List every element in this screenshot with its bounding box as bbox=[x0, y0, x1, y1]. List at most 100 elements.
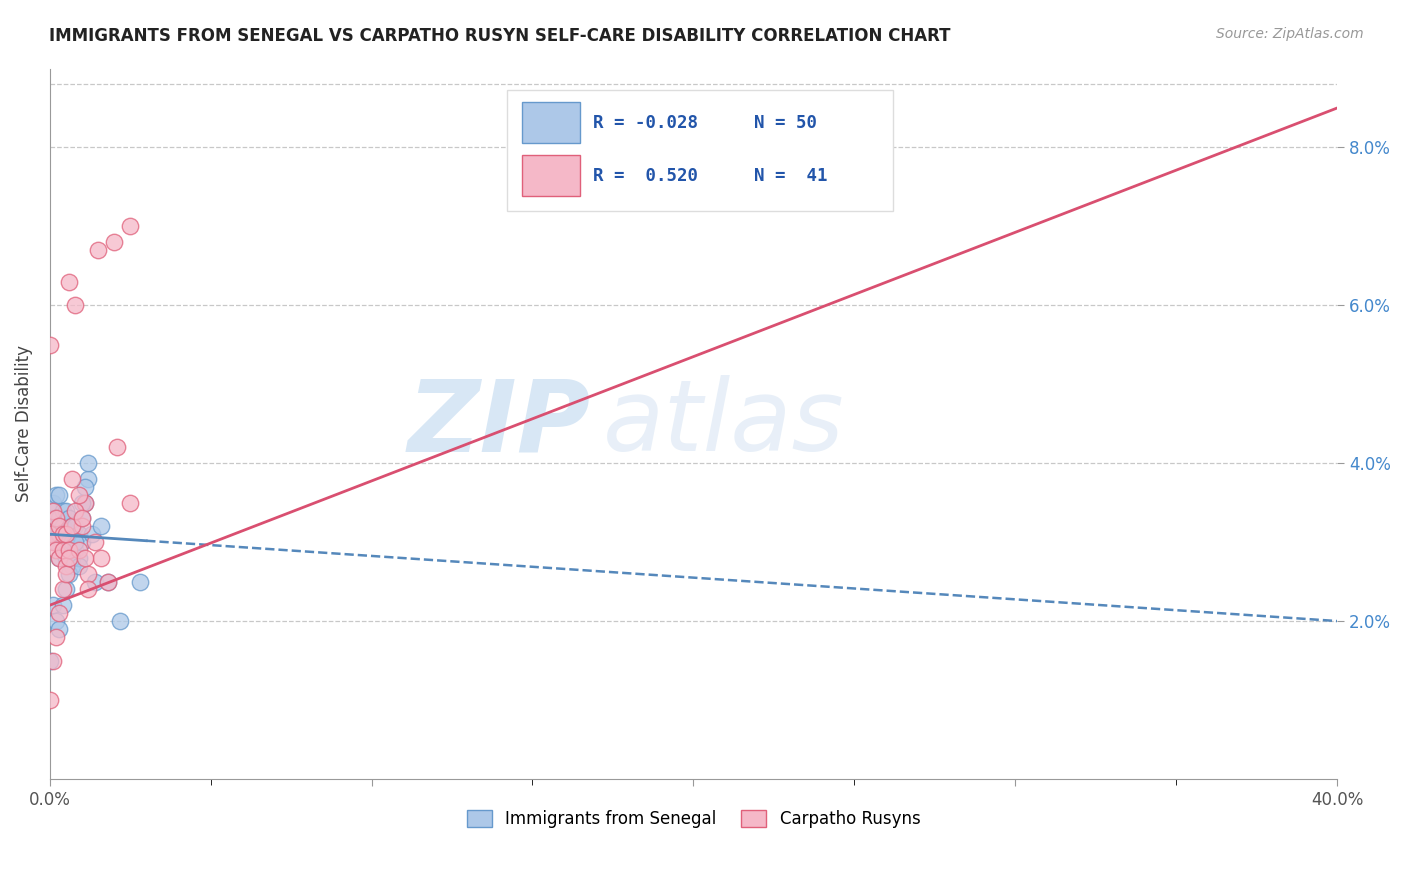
Point bbox=[45, 630, 67, 644]
Point bbox=[51, 527, 73, 541]
Point bbox=[77, 566, 100, 581]
Point bbox=[48, 519, 70, 533]
Point bbox=[60, 535, 83, 549]
Point bbox=[48, 550, 70, 565]
Point bbox=[110, 614, 132, 628]
Point bbox=[48, 488, 70, 502]
Point bbox=[70, 511, 93, 525]
Point bbox=[42, 599, 65, 613]
Point bbox=[55, 503, 77, 517]
Point bbox=[55, 550, 77, 565]
Point bbox=[38, 519, 60, 533]
Point bbox=[60, 519, 83, 533]
Point bbox=[67, 488, 90, 502]
Point bbox=[58, 275, 80, 289]
Point bbox=[70, 535, 93, 549]
Point bbox=[51, 519, 73, 533]
Point bbox=[58, 566, 80, 581]
Point bbox=[51, 599, 73, 613]
Text: N = 50: N = 50 bbox=[754, 113, 817, 131]
Point bbox=[48, 511, 70, 525]
Point bbox=[90, 550, 112, 565]
Text: IMMIGRANTS FROM SENEGAL VS CARPATHO RUSYN SELF-CARE DISABILITY CORRELATION CHART: IMMIGRANTS FROM SENEGAL VS CARPATHO RUSY… bbox=[49, 27, 950, 45]
Point bbox=[75, 496, 97, 510]
Point bbox=[58, 511, 80, 525]
Point bbox=[42, 527, 65, 541]
Point bbox=[48, 606, 70, 620]
Text: Source: ZipAtlas.com: Source: ZipAtlas.com bbox=[1216, 27, 1364, 41]
Point bbox=[67, 527, 90, 541]
Point bbox=[45, 543, 67, 558]
Point bbox=[77, 472, 100, 486]
Text: ZIP: ZIP bbox=[408, 376, 591, 472]
Point bbox=[51, 543, 73, 558]
Point bbox=[97, 574, 120, 589]
Text: N =  41: N = 41 bbox=[754, 167, 828, 185]
Point bbox=[55, 558, 77, 573]
Point bbox=[51, 543, 73, 558]
Point bbox=[70, 511, 93, 525]
Point bbox=[42, 496, 65, 510]
Point bbox=[75, 480, 97, 494]
Point bbox=[42, 535, 65, 549]
Point bbox=[42, 653, 65, 667]
Point bbox=[65, 535, 87, 549]
Point bbox=[45, 614, 67, 628]
Point bbox=[75, 550, 97, 565]
Point bbox=[90, 519, 112, 533]
Point bbox=[55, 566, 77, 581]
Point bbox=[45, 535, 67, 549]
Point bbox=[75, 496, 97, 510]
Y-axis label: Self-Care Disability: Self-Care Disability bbox=[15, 345, 32, 502]
Point bbox=[38, 503, 60, 517]
Point bbox=[105, 441, 128, 455]
Point bbox=[70, 496, 93, 510]
Point bbox=[58, 550, 80, 565]
Point bbox=[60, 558, 83, 573]
Point bbox=[48, 622, 70, 636]
Point bbox=[87, 243, 110, 257]
Point bbox=[55, 527, 77, 541]
Point bbox=[83, 535, 105, 549]
Point bbox=[70, 519, 93, 533]
Point bbox=[60, 519, 83, 533]
Point bbox=[67, 558, 90, 573]
Point bbox=[45, 488, 67, 502]
Point bbox=[80, 527, 103, 541]
Text: atlas: atlas bbox=[603, 376, 845, 472]
Legend: Immigrants from Senegal, Carpatho Rusyns: Immigrants from Senegal, Carpatho Rusyns bbox=[460, 803, 927, 835]
Point bbox=[65, 543, 87, 558]
Point bbox=[48, 527, 70, 541]
Point bbox=[51, 582, 73, 597]
Point bbox=[55, 582, 77, 597]
Point bbox=[77, 456, 100, 470]
FancyBboxPatch shape bbox=[506, 90, 893, 211]
Point bbox=[38, 527, 60, 541]
Point bbox=[83, 574, 105, 589]
Point bbox=[42, 511, 65, 525]
FancyBboxPatch shape bbox=[522, 155, 581, 196]
Point bbox=[97, 574, 120, 589]
Point bbox=[58, 543, 80, 558]
Point bbox=[65, 519, 87, 533]
Point bbox=[120, 219, 142, 234]
Point bbox=[51, 503, 73, 517]
Point bbox=[60, 550, 83, 565]
Point bbox=[58, 535, 80, 549]
Point bbox=[65, 298, 87, 312]
Point bbox=[103, 235, 125, 249]
Point bbox=[45, 511, 67, 525]
Text: R = -0.028: R = -0.028 bbox=[593, 113, 697, 131]
Point bbox=[67, 550, 90, 565]
Text: R =  0.520: R = 0.520 bbox=[593, 167, 697, 185]
Point bbox=[42, 503, 65, 517]
Point bbox=[67, 543, 90, 558]
Point bbox=[65, 503, 87, 517]
Point bbox=[45, 511, 67, 525]
Point bbox=[38, 693, 60, 707]
FancyBboxPatch shape bbox=[522, 102, 581, 143]
Point bbox=[48, 550, 70, 565]
Point bbox=[60, 472, 83, 486]
Point bbox=[120, 496, 142, 510]
Point bbox=[38, 338, 60, 352]
